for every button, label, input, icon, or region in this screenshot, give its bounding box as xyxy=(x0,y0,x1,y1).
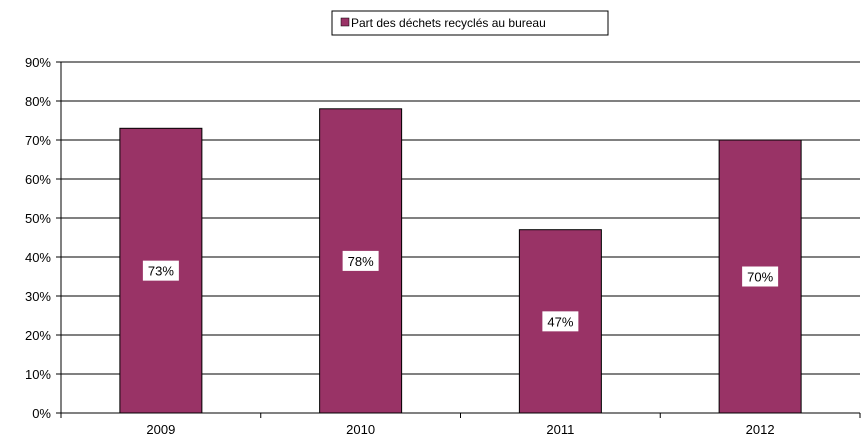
x-tick-label: 2009 xyxy=(146,422,175,437)
y-tick-label: 90% xyxy=(25,55,51,70)
y-tick-label: 50% xyxy=(25,211,51,226)
legend-swatch xyxy=(340,17,350,27)
x-tick-label: 2011 xyxy=(546,422,574,437)
data-label-box xyxy=(542,311,579,332)
data-label-box xyxy=(142,260,179,281)
data-label-box xyxy=(342,250,379,271)
data-labels: 73% 78% 47% 70% xyxy=(142,250,779,332)
y-tick-label: 20% xyxy=(25,328,51,343)
legend-label: Part des déchets recyclés au bureau xyxy=(351,16,546,30)
x-tick-label: 2010 xyxy=(346,422,375,437)
bars xyxy=(119,108,802,414)
data-label: 70% xyxy=(742,266,779,287)
y-tick-label: 70% xyxy=(25,133,51,148)
data-label-box xyxy=(742,266,779,287)
axes xyxy=(60,62,861,418)
data-label: 73% xyxy=(142,260,179,281)
legend: Part des déchets recyclés au bureau xyxy=(331,10,609,36)
data-label-text: 78% xyxy=(348,254,374,269)
data-label-text: 73% xyxy=(148,264,174,279)
y-tick-label: 10% xyxy=(25,367,51,382)
data-label-text: 70% xyxy=(747,270,773,285)
legend-box xyxy=(331,10,609,36)
x-tick-label: 2012 xyxy=(746,422,775,437)
y-tick-label: 30% xyxy=(25,289,51,304)
data-label-text: 47% xyxy=(547,314,573,329)
y-tick-label: 80% xyxy=(25,94,51,109)
data-label: 78% xyxy=(342,250,379,271)
data-label: 47% xyxy=(542,311,579,332)
x-axis-ticks: 2009 2010 2011 2012 xyxy=(146,422,774,437)
y-tick-label: 0% xyxy=(32,406,51,421)
y-tick-label: 60% xyxy=(25,172,51,187)
y-tick-label: 40% xyxy=(25,250,51,265)
y-axis-ticks: 0% 10% 20% 30% 40% 50% 60% 70% 80% 90% xyxy=(25,55,61,421)
